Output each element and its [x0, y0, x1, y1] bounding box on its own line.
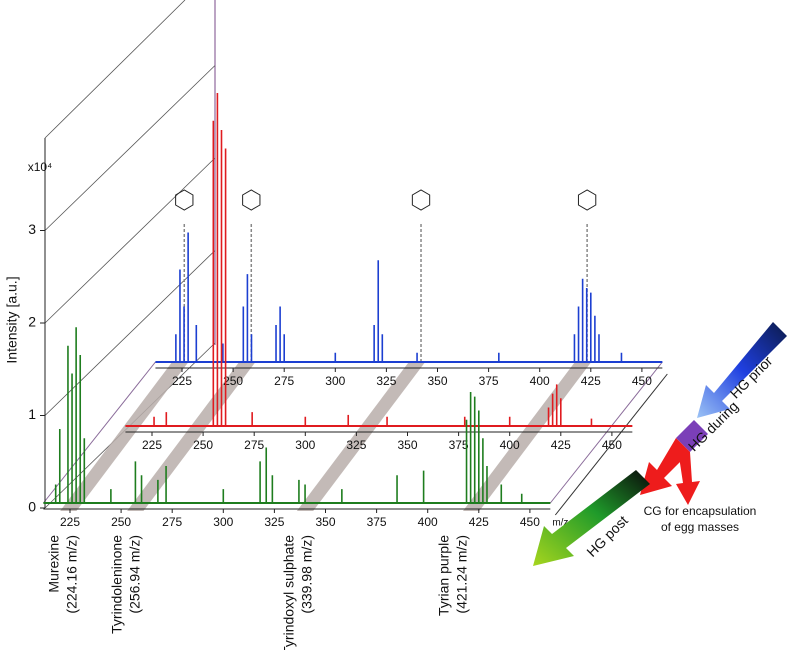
x-tick-label: 375 — [479, 374, 499, 388]
x-tick-label: 425 — [551, 438, 571, 452]
x-unit: m/z — [552, 518, 568, 529]
compound-band — [60, 362, 189, 511]
compound-mz: (224.16 m/z) — [64, 535, 80, 614]
compound-name: Tyrindoleninone — [109, 535, 125, 634]
compound-mz: (256.94 m/z) — [127, 535, 143, 614]
x-tick-label: 275 — [244, 438, 264, 452]
x-tick-label: 350 — [427, 374, 447, 388]
grid-line — [44, 0, 186, 139]
grid-line — [44, 157, 216, 324]
x-tick-label: 300 — [325, 374, 345, 388]
compound-band — [296, 362, 426, 511]
x-tick-label: 275 — [162, 515, 182, 529]
x-tick-label: 400 — [500, 438, 520, 452]
x-tick-label: 225 — [142, 438, 162, 452]
x-tick-label: 300 — [213, 515, 233, 529]
x-tick-label: 450 — [520, 515, 540, 529]
arrow-diagram: HG prior HG during HG post CG for encaps… — [533, 322, 787, 566]
arrow-prior — [697, 322, 787, 418]
x-tick-label: 450 — [632, 374, 652, 388]
x-tick-label: 325 — [264, 515, 284, 529]
y-axis-title: Intensity [a.u.] — [4, 276, 20, 363]
plane-edge — [43, 361, 156, 504]
x-tick-label: 225 — [60, 515, 80, 529]
x-tick-label: 375 — [367, 515, 387, 529]
x-tick-label: 425 — [581, 374, 601, 388]
annotation: of egg masses — [661, 520, 739, 534]
compound-name: Tyrian purple — [436, 535, 452, 616]
x-tick-label: 325 — [376, 374, 396, 388]
x-tick-label: 300 — [295, 438, 315, 452]
structure-icon — [411, 189, 431, 211]
x-tick-label: 450 — [602, 438, 622, 452]
frame — [43, 0, 668, 516]
structure-icon — [577, 189, 597, 211]
x-tick-label: 225 — [172, 374, 192, 388]
compound-band — [462, 362, 592, 511]
plot-area: Murexine (224.16 m/z) Tyrindoleninone (256.… — [4, 93, 663, 650]
structure-icon — [175, 189, 194, 211]
x-tick-label: 425 — [469, 515, 489, 529]
compound-name: Murexine — [46, 535, 62, 593]
grid-line — [44, 65, 216, 231]
x-tick-label: 250 — [193, 438, 213, 452]
compound-mz: (339.98 m/z) — [299, 535, 315, 614]
x-tick-label: 250 — [223, 374, 243, 388]
y-tick-label: 1 — [28, 406, 36, 422]
grid-line — [44, 250, 216, 416]
x-tick-label: 400 — [530, 374, 550, 388]
arrow-during-red — [640, 438, 690, 495]
y-scale: x10⁴ — [28, 160, 53, 174]
compound-name: Tyrindoxyl sulphate — [281, 535, 297, 650]
annotation: CG for encapsulation — [644, 504, 757, 518]
arrow-cg — [676, 450, 700, 505]
compound-mz: (421.24 m/z) — [454, 535, 470, 614]
x-tick-label: 350 — [315, 515, 335, 529]
arrow-post — [533, 470, 650, 566]
x-tick-label: 350 — [397, 438, 417, 452]
x-tick-label: 275 — [274, 374, 294, 388]
x-tick-label: 400 — [418, 515, 438, 529]
y-tick-label: 3 — [28, 221, 36, 237]
x-tick-label: 325 — [346, 438, 366, 452]
y-tick-label: 2 — [28, 314, 36, 330]
y-tick-label: 0 — [28, 499, 36, 515]
plane-edge — [554, 373, 668, 516]
x-tick-label: 375 — [449, 438, 469, 452]
arrow-during — [676, 420, 708, 452]
compound-band — [127, 362, 256, 511]
structure-icon — [242, 189, 261, 211]
x-tick-label: 250 — [111, 515, 131, 529]
